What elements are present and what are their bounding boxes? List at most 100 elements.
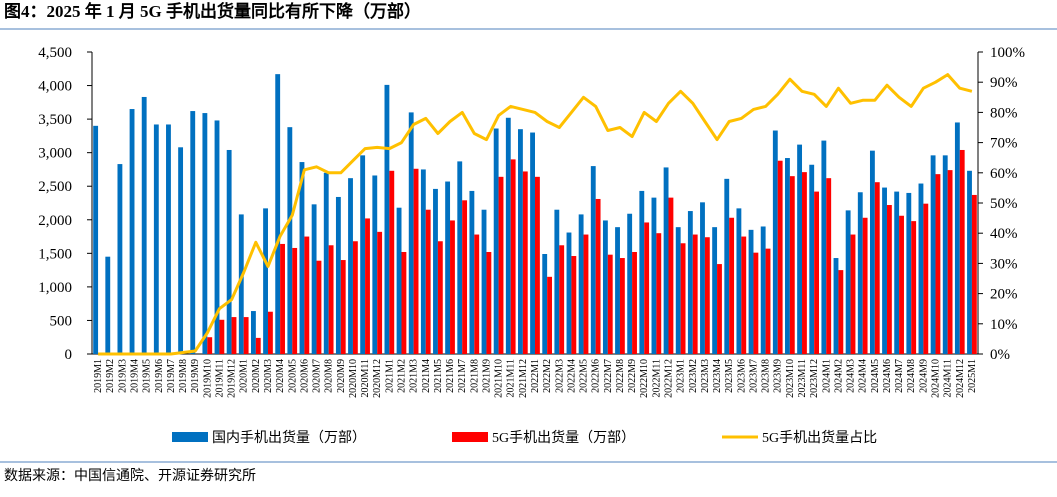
x-tick-label: 2021M3: [409, 359, 420, 393]
bar: [578, 214, 584, 354]
bar: [760, 226, 766, 354]
x-tick-label: 2024M9: [918, 359, 929, 393]
y2-tick-label: 100%: [990, 45, 1025, 61]
bar: [505, 117, 511, 354]
x-tick-label: 2021M6: [445, 359, 456, 393]
bar: [437, 241, 443, 354]
x-tick-label: 2020M10: [348, 359, 359, 398]
bar: [651, 197, 657, 354]
bar: [894, 191, 900, 354]
x-tick-label: 2019M3: [117, 359, 128, 393]
x-tick-label: 2023M6: [736, 359, 747, 393]
bar: [474, 234, 480, 354]
bar: [141, 96, 147, 354]
bar: [105, 256, 111, 354]
x-tick-label: 2022M6: [591, 359, 602, 393]
x-tick-label: 2024M3: [846, 359, 857, 393]
bar: [287, 127, 293, 354]
bar: [736, 208, 742, 354]
x-tick-label: 2020M3: [263, 359, 274, 393]
x-tick-label: 2022M5: [579, 359, 590, 393]
bar: [971, 194, 977, 354]
bar: [420, 169, 426, 354]
x-tick-label: 2022M10: [639, 359, 650, 398]
x-tick-label: 2022M8: [615, 359, 626, 393]
bar: [918, 183, 924, 354]
bar: [954, 122, 960, 354]
legend-label: 国内手机出货量（万部）: [212, 429, 366, 446]
bar: [389, 170, 395, 354]
x-tick-label: 2023M2: [688, 359, 699, 393]
bar: [845, 210, 851, 354]
bar: [906, 192, 912, 354]
bar: [615, 227, 620, 354]
bar: [498, 176, 504, 354]
bar: [687, 211, 693, 354]
bar: [304, 236, 310, 354]
bar: [275, 74, 281, 354]
bar: [886, 205, 892, 354]
y-tick-label: 3,500: [38, 112, 72, 128]
bar: [408, 112, 414, 355]
bar: [486, 251, 492, 354]
x-tick-label: 2021M4: [421, 359, 432, 393]
y-tick-label: 500: [50, 313, 73, 329]
bar: [602, 220, 608, 354]
x-tick-label: 2020M4: [275, 359, 286, 393]
bar: [129, 109, 135, 355]
bar: [457, 161, 463, 354]
bar: [930, 155, 936, 354]
bar: [644, 222, 650, 354]
bar: [352, 241, 358, 354]
x-tick-label: 2019M10: [202, 359, 213, 398]
bar: [680, 243, 686, 354]
x-tick-label: 2021M7: [457, 359, 468, 393]
y-tick-label: 4,000: [38, 79, 72, 95]
x-tick-label: 2021M5: [433, 359, 444, 393]
bar: [729, 217, 735, 354]
bar: [554, 209, 560, 354]
bar: [607, 254, 613, 354]
bar: [413, 168, 419, 354]
bar: [445, 181, 451, 354]
bar: [462, 200, 468, 354]
bar: [882, 187, 887, 354]
bar: [425, 209, 431, 354]
bar: [153, 124, 159, 354]
bar: [166, 124, 171, 354]
y2-tick-label: 50%: [990, 196, 1018, 212]
bar: [401, 251, 407, 354]
x-tick-label: 2024M10: [931, 359, 942, 398]
bar: [377, 231, 383, 354]
x-tick-label: 2024M12: [955, 359, 966, 398]
y2-tick-label: 30%: [990, 256, 1018, 272]
bar: [255, 337, 261, 354]
x-tick-label: 2022M11: [651, 359, 662, 398]
bar: [947, 170, 953, 354]
bar: [821, 140, 827, 354]
bar: [869, 150, 875, 354]
bar: [372, 175, 378, 354]
x-tick-label: 2021M2: [396, 359, 407, 393]
bar: [765, 248, 771, 354]
bar: [862, 217, 868, 354]
bar: [639, 190, 645, 354]
x-tick-label: 2023M4: [712, 359, 723, 393]
x-tick-label: 2023M12: [809, 359, 820, 398]
bar: [741, 236, 747, 354]
legend-swatch: [452, 432, 488, 442]
bar: [323, 172, 329, 354]
bar: [911, 221, 917, 354]
x-tick-label: 2020M7: [312, 359, 323, 393]
bar: [267, 311, 273, 354]
bar: [238, 214, 244, 354]
bar: [777, 160, 783, 354]
legend-label: 5G手机出货量占比: [762, 429, 877, 446]
x-tick-label: 2021M12: [518, 359, 529, 398]
bar: [833, 258, 839, 354]
bar: [547, 276, 552, 354]
legend-label: 5G手机出货量（万部）: [492, 429, 635, 446]
x-tick-label: 2019M6: [154, 359, 165, 393]
bar: [663, 167, 669, 354]
x-tick-label: 2020M1: [239, 359, 250, 393]
